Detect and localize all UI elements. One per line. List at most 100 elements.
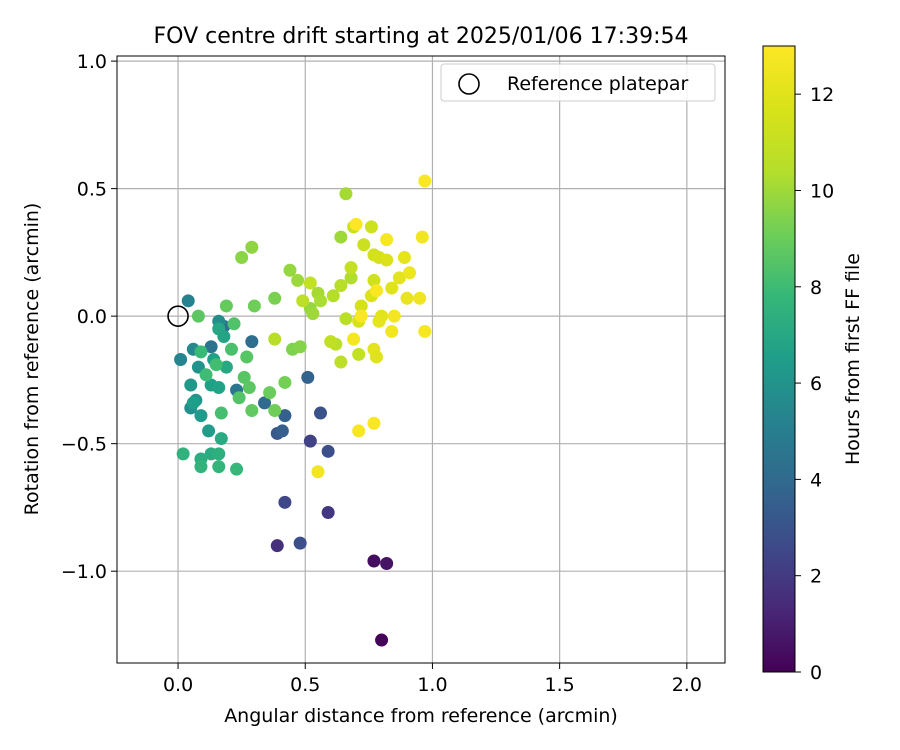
data-point bbox=[403, 266, 417, 280]
data-point bbox=[367, 554, 381, 568]
data-point bbox=[278, 375, 292, 389]
data-point bbox=[324, 335, 338, 349]
data-point bbox=[349, 217, 363, 231]
data-point bbox=[418, 174, 432, 188]
data-point bbox=[278, 409, 292, 423]
data-point bbox=[214, 432, 228, 446]
y-axis-label: Rotation from reference (arcmin) bbox=[21, 203, 43, 516]
data-point bbox=[212, 460, 226, 474]
data-point bbox=[303, 276, 317, 290]
colorbar-tick-label: 10 bbox=[810, 180, 834, 202]
data-point bbox=[344, 271, 358, 285]
data-point bbox=[258, 396, 272, 410]
data-point bbox=[372, 314, 386, 328]
colorbar-ticks: 0 2 4 6 8 10 12 bbox=[795, 84, 834, 684]
x-tick-label: 1.0 bbox=[417, 674, 447, 696]
colorbar-tick-label: 6 bbox=[810, 373, 822, 395]
data-point bbox=[334, 279, 348, 293]
data-point bbox=[354, 309, 368, 323]
x-axis-ticks: 0.0 0.5 1.0 1.5 2.0 bbox=[163, 663, 702, 696]
y-tick-label: −1.0 bbox=[61, 561, 107, 583]
data-point bbox=[194, 409, 208, 423]
data-point bbox=[344, 261, 358, 275]
data-point bbox=[186, 396, 200, 410]
data-point bbox=[339, 187, 353, 201]
data-point bbox=[263, 386, 277, 400]
data-point bbox=[415, 230, 429, 244]
chart-title: FOV centre drift starting at 2025/01/06 … bbox=[154, 24, 689, 49]
data-point bbox=[204, 340, 218, 354]
data-point bbox=[235, 250, 249, 264]
data-point bbox=[334, 230, 348, 244]
reference-platepar-marker bbox=[167, 305, 189, 327]
colorbar-frame bbox=[762, 45, 796, 673]
data-point bbox=[237, 370, 251, 384]
data-point bbox=[227, 317, 241, 331]
data-point bbox=[181, 294, 195, 308]
colorbar-tick-label: 0 bbox=[810, 662, 822, 684]
y-tick-label: 1.0 bbox=[77, 51, 107, 73]
data-point bbox=[209, 358, 223, 372]
data-point bbox=[270, 539, 284, 553]
data-point bbox=[392, 271, 406, 285]
legend-label: Reference platepar bbox=[507, 73, 689, 95]
data-point bbox=[364, 220, 378, 234]
data-point bbox=[194, 460, 208, 474]
data-point bbox=[375, 633, 389, 647]
data-point bbox=[367, 416, 381, 430]
data-point bbox=[217, 330, 231, 344]
y-tick-label: −0.5 bbox=[61, 434, 107, 456]
data-point bbox=[314, 294, 328, 308]
data-point bbox=[212, 381, 226, 395]
data-point bbox=[397, 250, 411, 264]
data-point bbox=[303, 434, 317, 448]
data-point bbox=[367, 273, 381, 287]
y-axis-ticks: 1.0 0.5 0.0 −0.5 −1.0 bbox=[61, 51, 117, 583]
data-point bbox=[224, 342, 238, 356]
data-point bbox=[347, 332, 361, 346]
data-point bbox=[214, 406, 228, 420]
data-point bbox=[418, 324, 432, 338]
legend: Reference platepar bbox=[440, 63, 716, 102]
data-point bbox=[306, 307, 320, 321]
data-point bbox=[247, 299, 261, 313]
plot-area: 0.0 0.5 1.0 1.5 2.0 1.0 0.5 0.0 −0.5 −1.0 bbox=[61, 51, 726, 696]
data-point bbox=[352, 347, 366, 361]
data-point bbox=[357, 238, 371, 252]
plot-frame bbox=[116, 55, 726, 664]
x-tick-label: 1.5 bbox=[545, 674, 575, 696]
colorbar-tick-label: 4 bbox=[810, 469, 822, 491]
data-point bbox=[219, 299, 233, 313]
data-point bbox=[326, 289, 340, 303]
data-point bbox=[275, 424, 289, 438]
data-point bbox=[314, 406, 328, 420]
colorbar-label: Hours from first FF file bbox=[842, 253, 864, 465]
x-tick-label: 0.5 bbox=[290, 674, 320, 696]
data-point bbox=[413, 291, 427, 305]
data-point bbox=[230, 462, 244, 476]
data-point bbox=[174, 353, 188, 366]
data-point bbox=[311, 465, 325, 479]
data-point bbox=[352, 424, 366, 438]
data-point bbox=[296, 294, 310, 308]
data-point bbox=[291, 273, 305, 287]
data-point bbox=[245, 404, 259, 418]
data-point bbox=[219, 360, 233, 374]
colorbar-gradient bbox=[763, 46, 795, 672]
data-point bbox=[369, 350, 383, 364]
data-point bbox=[321, 444, 335, 458]
colorbar-tick-label: 8 bbox=[810, 277, 822, 299]
data-point bbox=[385, 324, 399, 338]
data-point bbox=[194, 345, 208, 359]
legend-marker-icon bbox=[458, 73, 480, 95]
data-point bbox=[385, 281, 399, 295]
data-point bbox=[245, 240, 259, 254]
data-point bbox=[212, 447, 226, 461]
data-point bbox=[283, 263, 297, 277]
data-point bbox=[293, 340, 307, 354]
x-tick-label: 0.0 bbox=[163, 674, 193, 696]
y-tick-label: 0.5 bbox=[77, 179, 107, 201]
data-point bbox=[334, 355, 348, 369]
data-point bbox=[268, 404, 282, 418]
